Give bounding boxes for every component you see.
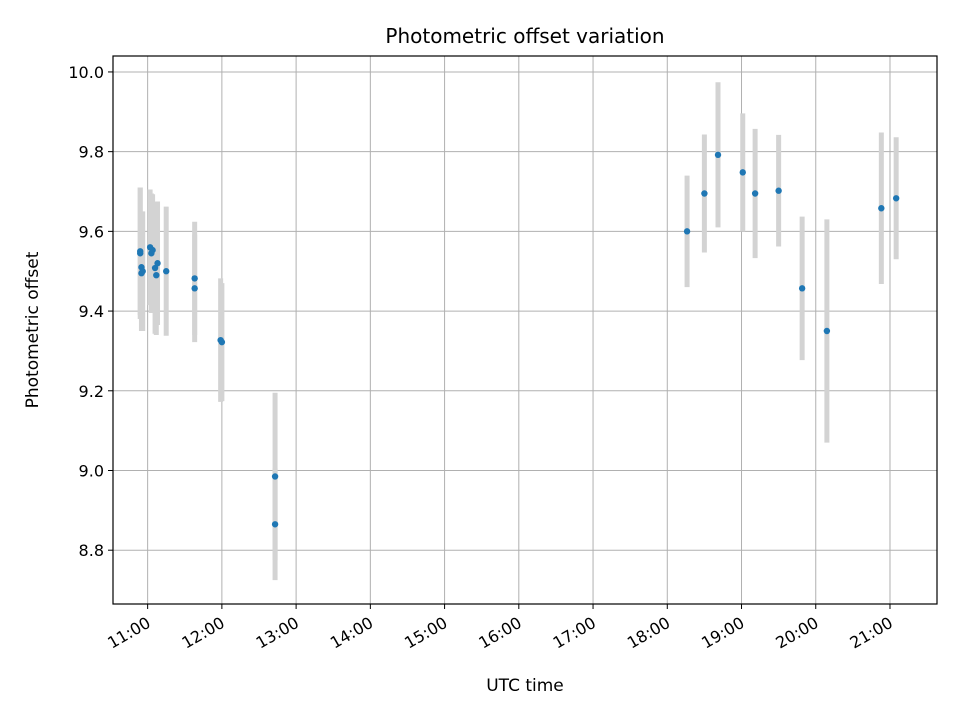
- data-point: [775, 187, 782, 194]
- data-points: [137, 151, 900, 528]
- y-tick-label: 9.6: [79, 222, 104, 241]
- data-point: [163, 268, 170, 275]
- data-point: [683, 228, 691, 235]
- data-point: [271, 473, 279, 480]
- y-tick-label: 10.0: [68, 63, 104, 82]
- data-point: [701, 190, 708, 197]
- data-point: [271, 521, 279, 528]
- chart-title: Photometric offset variation: [385, 24, 664, 48]
- data-point: [892, 195, 900, 202]
- data-point: [798, 285, 806, 292]
- data-point: [823, 327, 831, 335]
- data-point: [191, 285, 198, 292]
- data-point: [149, 246, 156, 254]
- data-point: [139, 268, 146, 275]
- y-tick-label: 8.8: [79, 541, 104, 560]
- y-tick-label: 9.0: [79, 461, 104, 480]
- data-point: [218, 338, 226, 346]
- y-tick-label: 9.4: [79, 302, 104, 321]
- data-point: [191, 275, 198, 282]
- y-axis-label: Photometric offset: [23, 251, 43, 408]
- y-axis-ticks: 8.8 9.0 9.2 9.4 9.6 9.8 10.0: [68, 63, 113, 560]
- data-point: [739, 169, 746, 176]
- data-point: [137, 248, 144, 255]
- x-axis-label: UTC time: [486, 676, 564, 696]
- y-tick-label: 9.2: [79, 382, 104, 401]
- data-point: [878, 205, 885, 212]
- y-tick-label: 9.8: [79, 143, 104, 162]
- data-point: [154, 260, 161, 267]
- data-point: [751, 190, 759, 197]
- data-point: [714, 151, 722, 159]
- data-point: [151, 264, 159, 272]
- plot-area-frame: [112, 55, 938, 605]
- data-point: [153, 272, 160, 279]
